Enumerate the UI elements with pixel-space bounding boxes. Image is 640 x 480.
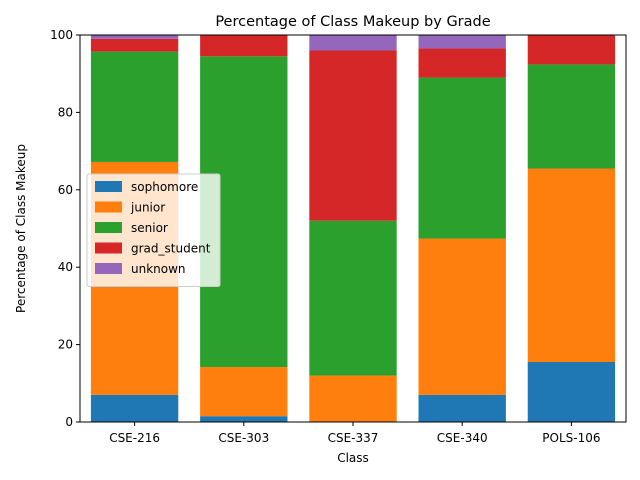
- bar-grad_student-POLS-106: [527, 35, 616, 65]
- chart-title: Percentage of Class Makeup by Grade: [215, 14, 490, 30]
- y-tick-label: 100: [50, 28, 73, 42]
- legend-swatch-unknown: [95, 263, 122, 274]
- y-tick-label: 40: [58, 260, 73, 274]
- bar-unknown-CSE-340: [418, 35, 506, 49]
- legend-label-junior: junior: [130, 201, 165, 215]
- bar-sophomore-CSE-303: [200, 416, 288, 422]
- bar-grad_student-CSE-337: [309, 50, 397, 221]
- bar-unknown-CSE-337: [309, 35, 397, 51]
- y-tick-label: 80: [58, 105, 73, 119]
- x-tick-label: CSE-303: [218, 431, 269, 445]
- bar-junior-CSE-337: [309, 375, 397, 422]
- y-tick-label: 60: [58, 183, 73, 197]
- bar-junior-POLS-106: [527, 168, 616, 363]
- bar-senior-CSE-337: [309, 220, 397, 376]
- legend-label-grad_student: grad_student: [131, 242, 211, 256]
- legend-swatch-senior: [95, 222, 122, 233]
- bar-sophomore-CSE-340: [418, 394, 506, 422]
- x-axis-label: Class: [337, 451, 369, 465]
- bar-unknown-CSE-216: [90, 35, 179, 39]
- bar-senior-CSE-340: [418, 77, 506, 239]
- bar-sophomore-POLS-106: [527, 362, 616, 422]
- bar-junior-CSE-303: [200, 367, 288, 417]
- legend-swatch-sophomore: [95, 181, 122, 192]
- bar-grad_student-CSE-216: [90, 38, 179, 52]
- legend-label-unknown: unknown: [131, 262, 186, 276]
- legend-label-sophomore: sophomore: [131, 180, 198, 194]
- bar-junior-CSE-340: [418, 238, 506, 395]
- bar-senior-CSE-216: [90, 51, 179, 162]
- legend-swatch-junior: [95, 201, 122, 213]
- x-tick-label: POLS-106: [542, 431, 600, 445]
- x-tick-label: CSE-337: [328, 431, 379, 445]
- x-tick-label: CSE-216: [109, 431, 160, 445]
- x-axis-ticks: CSE-216 CSE-303 CSE-337 CSE-340 POLS-106: [109, 422, 601, 445]
- bar-sophomore-CSE-216: [90, 394, 179, 422]
- bar-grad_student-CSE-303: [200, 35, 288, 57]
- y-tick-label: 0: [65, 415, 73, 429]
- legend-swatch-grad_student: [95, 242, 122, 254]
- bar-senior-POLS-106: [527, 64, 616, 169]
- y-tick-label: 20: [58, 338, 73, 352]
- legend-label-senior: senior: [131, 221, 168, 235]
- y-axis-ticks: 0 20 40 60 80 100: [50, 28, 80, 429]
- bar-grad_student-CSE-340: [418, 48, 506, 78]
- axes: 0 20 40 60 80 100 CSE-216 CSE-303 CSE-337 CSE-34…: [50, 28, 627, 445]
- x-tick-label: CSE-340: [437, 431, 488, 445]
- y-axis-label: Percentage of Class Makeup: [14, 144, 28, 313]
